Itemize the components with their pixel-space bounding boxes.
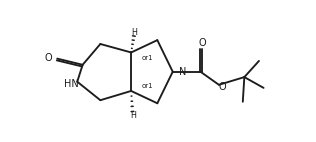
Text: HN: HN: [64, 79, 78, 89]
Text: N: N: [179, 67, 186, 78]
Text: O: O: [45, 53, 52, 63]
Text: O: O: [219, 82, 227, 92]
Text: H: H: [131, 28, 137, 37]
Text: O: O: [198, 38, 206, 48]
Text: or1: or1: [141, 83, 153, 89]
Text: or1: or1: [141, 55, 153, 61]
Text: H: H: [130, 111, 136, 120]
